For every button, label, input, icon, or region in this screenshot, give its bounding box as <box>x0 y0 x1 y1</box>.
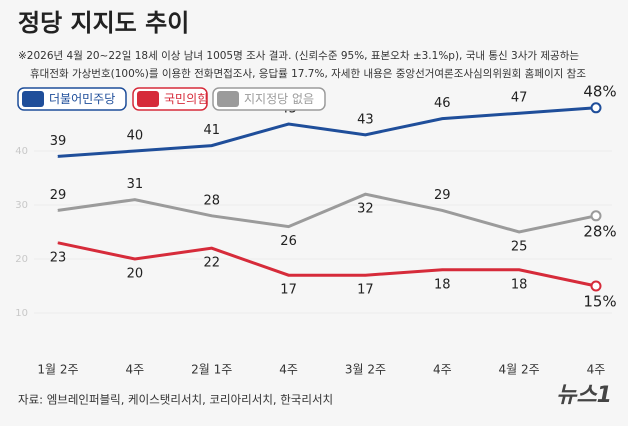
subtitle: ※2026년 4월 20~22일 18세 이상 남녀 1005명 조사 결과. … <box>18 49 579 62</box>
data-label: 28 <box>203 193 220 208</box>
legend-swatch <box>22 91 44 107</box>
line <box>57 192 597 234</box>
data-label: 40 <box>127 129 144 144</box>
x-tick-label: 3월 2주 <box>345 363 386 377</box>
logo: 뉴스1 <box>556 383 612 408</box>
data-label: 26 <box>280 234 297 249</box>
source: 자료: 엠브레인퍼블릭, 케이스탯리서치, 코리아리서치, 한국리서치 <box>18 393 333 407</box>
data-label: 20 <box>127 267 144 282</box>
data-label: 31 <box>127 177 144 192</box>
legend-label: 국민의힘 <box>164 92 208 106</box>
data-label: 29 <box>434 188 451 203</box>
data-label: 25 <box>511 240 528 255</box>
x-tick-label: 4월 2주 <box>499 363 540 377</box>
data-label: 23 <box>50 250 67 265</box>
x-tick-label: 4주 <box>433 363 452 377</box>
data-label: 47 <box>511 91 528 106</box>
data-label: 17 <box>280 283 297 298</box>
x-tick-label: 4주 <box>279 363 298 377</box>
data-label: 39 <box>50 134 67 149</box>
data-label: 43 <box>357 112 374 127</box>
y-tick-label: 40 <box>15 146 28 157</box>
data-label: 29 <box>50 188 67 203</box>
data-label: 41 <box>203 123 220 138</box>
y-tick-label: 20 <box>15 254 28 265</box>
legend-swatch <box>137 91 159 107</box>
data-label: 15% <box>583 293 616 311</box>
subtitle: 휴대전화 가상번호(100%)를 이용한 전화면접조사, 응답률 17.7%, … <box>30 67 586 80</box>
legend-label: 더불어민주당 <box>49 92 115 106</box>
data-label: 28% <box>583 222 616 240</box>
data-label: 18 <box>434 277 451 292</box>
data-label: 32 <box>357 202 374 217</box>
x-tick-label: 1월 2주 <box>37 363 78 377</box>
x-tick-label: 2월 1주 <box>191 363 232 377</box>
data-label: 22 <box>203 256 220 271</box>
legend-box <box>212 87 326 111</box>
legend-box <box>17 87 127 111</box>
x-tick-label: 4주 <box>126 363 145 377</box>
line <box>57 106 597 158</box>
data-label: 18 <box>511 277 528 292</box>
data-label: 48% <box>583 82 616 100</box>
legend-label: 지지정당 없음 <box>244 92 314 106</box>
point <box>590 210 602 222</box>
y-tick-label: 30 <box>15 200 28 211</box>
data-label: 17 <box>357 283 374 298</box>
point <box>590 280 602 292</box>
data-label: 46 <box>434 96 451 111</box>
legend-swatch <box>217 91 239 107</box>
x-tick-label: 4주 <box>587 363 606 377</box>
chart-title: 정당 지지도 추이 <box>18 9 189 37</box>
y-tick-label: 10 <box>15 308 28 319</box>
point <box>590 102 602 114</box>
line <box>57 241 597 288</box>
